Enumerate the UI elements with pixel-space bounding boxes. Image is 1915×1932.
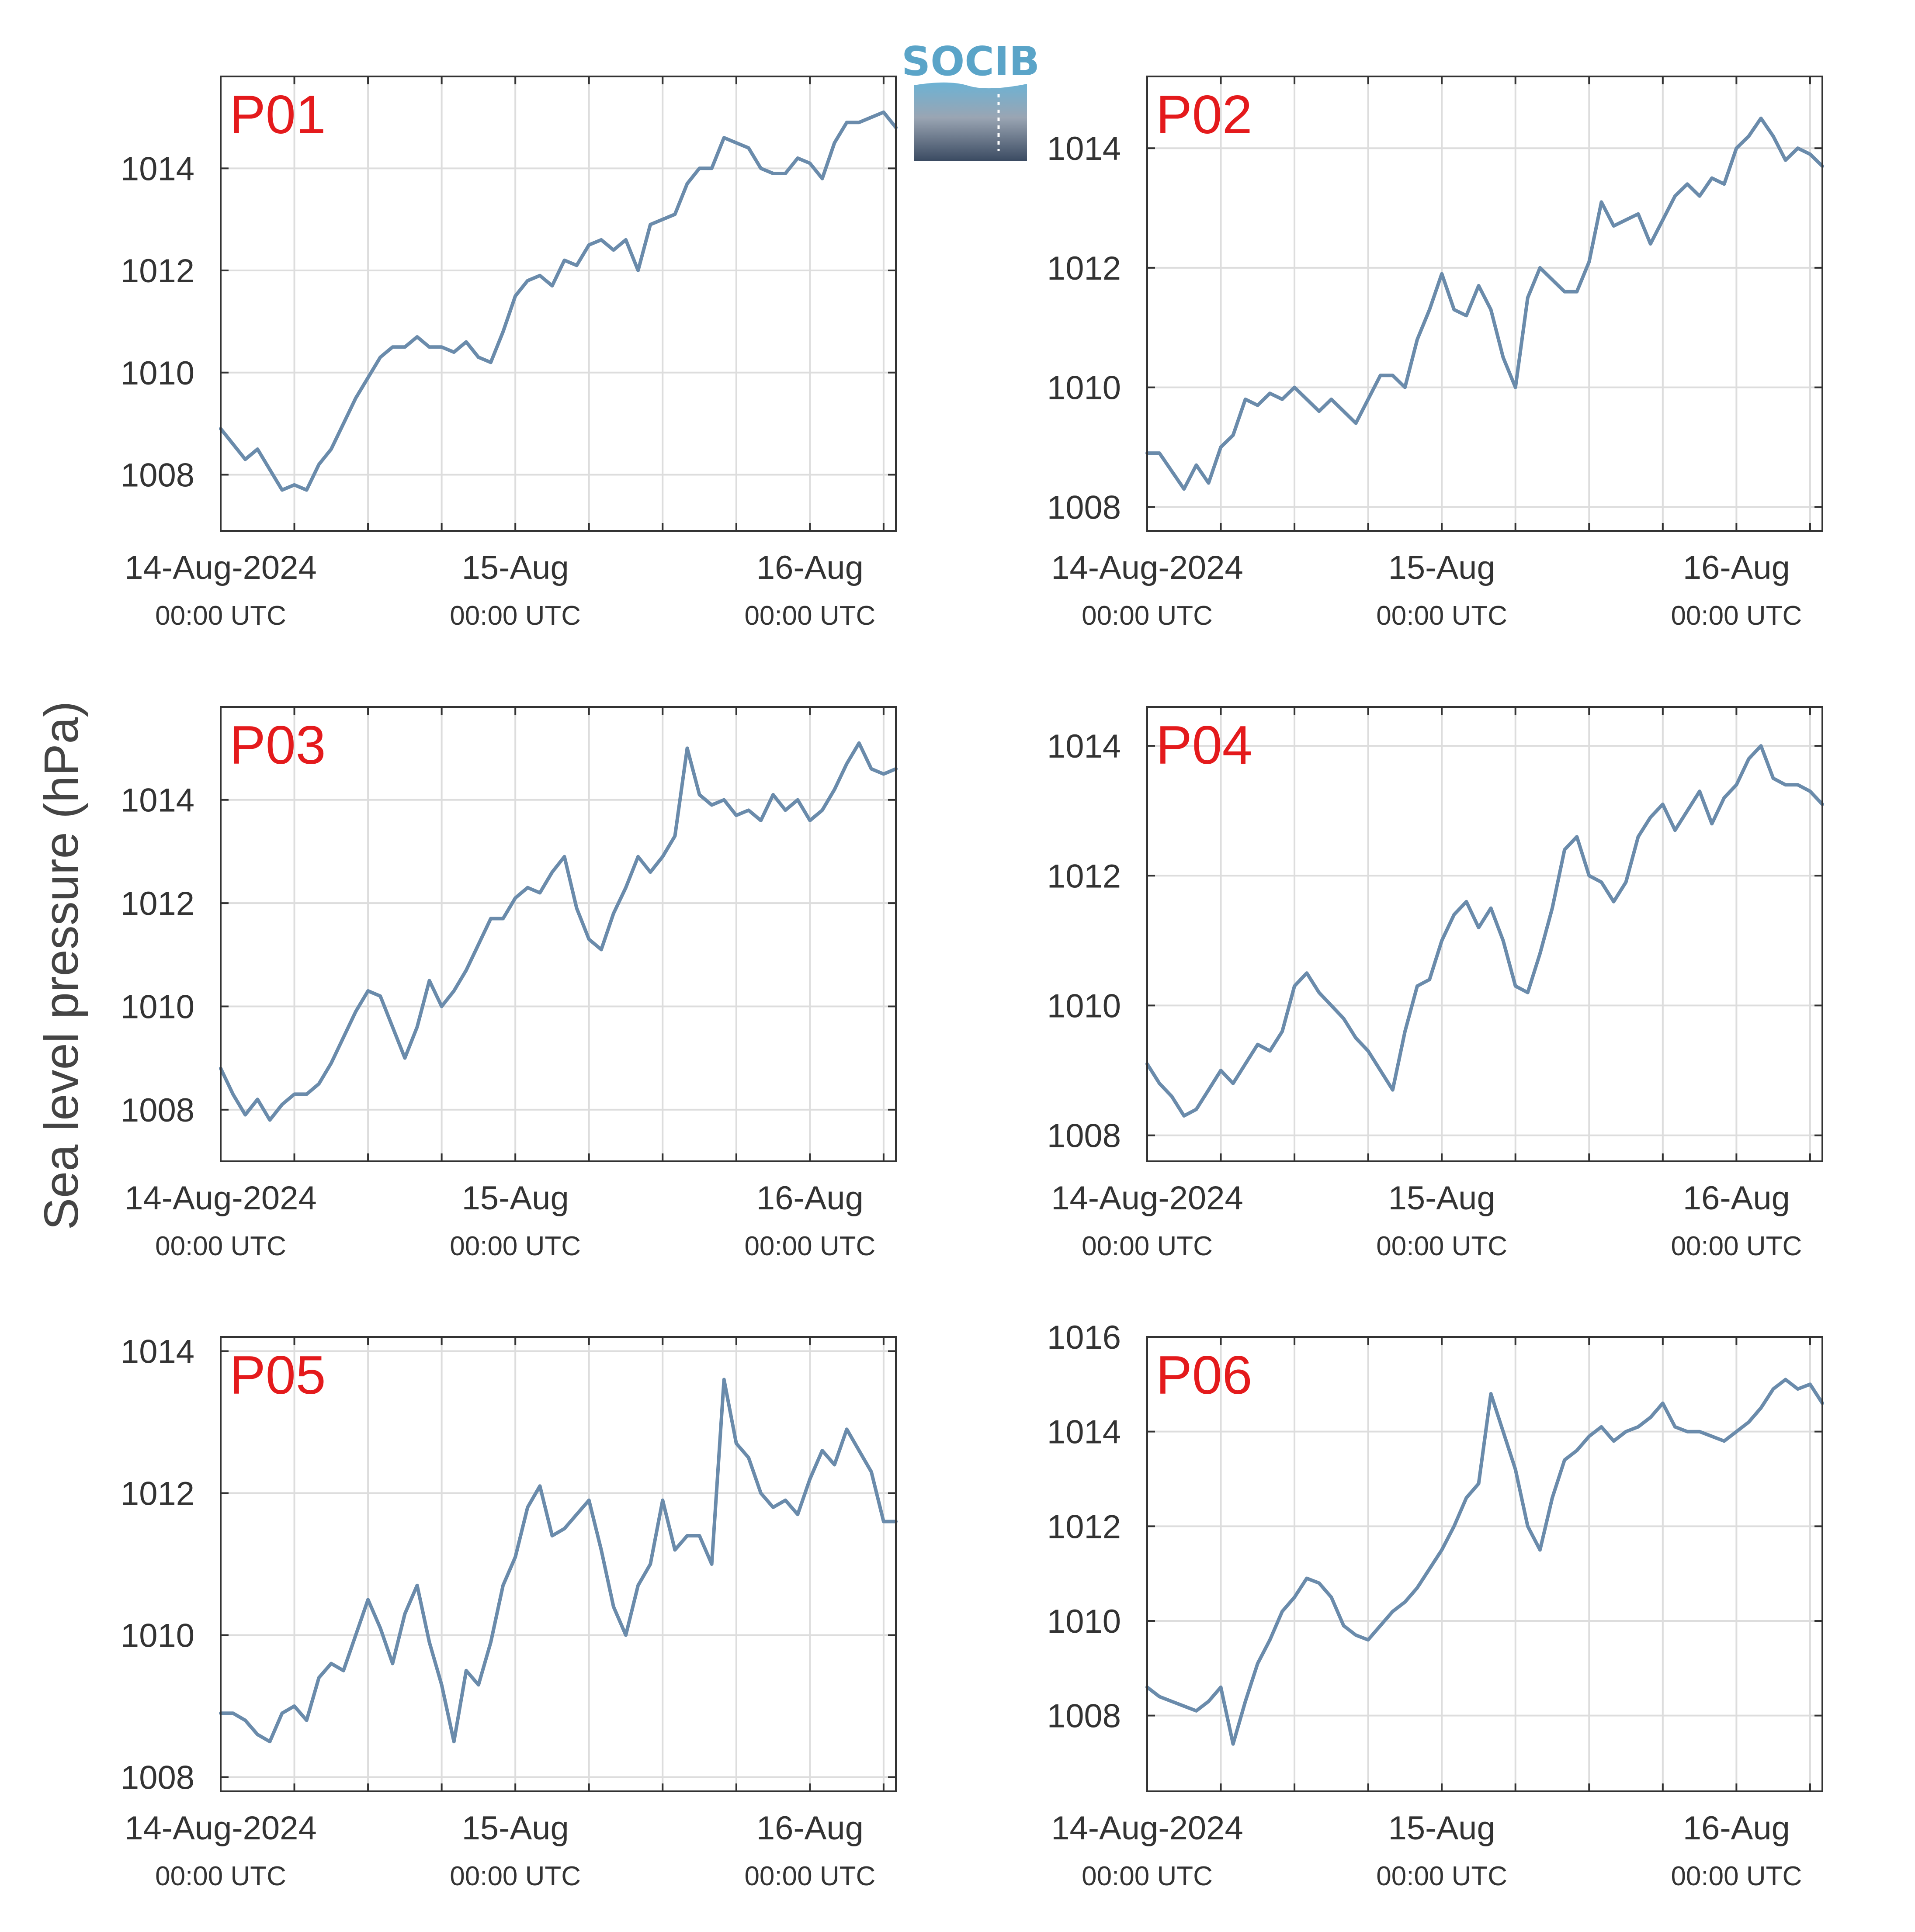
- x-tick-label-time: 00:00 UTC: [1082, 1231, 1213, 1261]
- x-tick-label-date: 16-Aug: [1683, 1810, 1790, 1847]
- axes-frame: [1146, 1336, 1823, 1792]
- x-tick-label-time: 00:00 UTC: [1376, 1231, 1507, 1261]
- series-line: [219, 110, 898, 492]
- x-tick-label-time: 00:00 UTC: [1376, 601, 1507, 631]
- x-tick-label-date: 14-Aug-2024: [1051, 1810, 1243, 1847]
- panel-label: P05: [229, 1345, 326, 1406]
- x-tick-label-date: 15-Aug: [1388, 1180, 1495, 1217]
- x-tick-label-date: 14-Aug-2024: [125, 1810, 316, 1847]
- y-tick-label: 1010: [121, 988, 194, 1025]
- x-tick-label-date: 15-Aug: [1388, 1810, 1495, 1847]
- series-line: [219, 1378, 898, 1744]
- y-tick-label: 1014: [121, 1333, 194, 1371]
- y-tick-label: 1014: [1047, 1414, 1121, 1451]
- axes-frame: [1146, 706, 1823, 1162]
- x-tick-label-time: 00:00 UTC: [1671, 601, 1802, 631]
- axes-frame: [1146, 76, 1823, 532]
- y-tick-label: 1008: [121, 1759, 194, 1797]
- y-tick-label: 1010: [1047, 1603, 1121, 1640]
- panel-p02: 1008 1010 1012 1014 P02 14-Aug-2024 00:00 UTC 1…: [1047, 76, 1824, 631]
- x-tick-label-date: 15-Aug: [462, 1180, 569, 1217]
- y-tick-label: 1008: [121, 457, 194, 494]
- x-tick-label-time: 00:00 UTC: [450, 1861, 581, 1891]
- x-tick-label-time: 00:00 UTC: [1671, 1231, 1802, 1261]
- x-tick-label-date: 16-Aug: [756, 1810, 864, 1847]
- x-tick-label-time: 00:00 UTC: [1082, 1861, 1213, 1891]
- axes-frame: [220, 706, 897, 1162]
- x-tick-label-time: 00:00 UTC: [155, 1231, 286, 1261]
- x-tick-label-date: 16-Aug: [756, 549, 864, 586]
- panel-label: P03: [229, 715, 326, 776]
- x-tick-label-time: 00:00 UTC: [450, 601, 581, 631]
- y-tick-label: 1012: [1047, 858, 1121, 895]
- x-tick-label-time: 00:00 UTC: [155, 1861, 286, 1891]
- axes-frame: [220, 1336, 897, 1792]
- panel-label: P04: [1156, 715, 1252, 776]
- logo-wave-block: [914, 82, 1027, 161]
- panel-p06: 1008 1010 1012 1014 1016 P06 14-Aug-2024 00:00 …: [1047, 1319, 1824, 1891]
- y-tick-label: 1010: [1047, 370, 1121, 407]
- socib-logo: SOCIB: [902, 38, 1040, 161]
- x-tick-label-date: 14-Aug-2024: [125, 1180, 316, 1217]
- axes-frame: [220, 76, 897, 532]
- panel-label: P02: [1156, 85, 1252, 145]
- y-tick-label: 1008: [1047, 1118, 1121, 1155]
- logo-text: SOCIB: [902, 38, 1040, 85]
- x-tick-label-date: 15-Aug: [462, 1810, 569, 1847]
- x-tick-label-time: 00:00 UTC: [450, 1231, 581, 1261]
- series-line: [1145, 1378, 1824, 1746]
- y-tick-label: 1016: [1047, 1319, 1121, 1356]
- series-line: [1145, 744, 1824, 1118]
- x-tick-label-time: 00:00 UTC: [1671, 1861, 1802, 1891]
- y-tick-label: 1012: [121, 1475, 194, 1513]
- panel-label: P01: [229, 85, 326, 145]
- y-tick-label: 1008: [1047, 1698, 1121, 1735]
- y-tick-label: 1008: [1047, 489, 1121, 526]
- x-tick-label-date: 15-Aug: [462, 549, 569, 586]
- x-tick-label-date: 14-Aug-2024: [1051, 1180, 1243, 1217]
- x-tick-label-time: 00:00 UTC: [155, 601, 286, 631]
- y-tick-label: 1012: [1047, 250, 1121, 287]
- y-tick-label: 1012: [121, 253, 194, 290]
- y-tick-label: 1014: [1047, 728, 1121, 765]
- y-tick-label: 1012: [1047, 1508, 1121, 1545]
- y-tick-label: 1010: [121, 355, 194, 392]
- panel-label: P06: [1156, 1345, 1252, 1406]
- x-tick-label-date: 15-Aug: [1388, 549, 1495, 586]
- y-tick-label: 1014: [121, 150, 194, 187]
- y-tick-label: 1010: [121, 1617, 194, 1655]
- x-tick-label-time: 00:00 UTC: [744, 1231, 875, 1261]
- y-axis-label: Sea level pressure (hPa): [35, 701, 88, 1230]
- x-tick-label-time: 00:00 UTC: [744, 601, 875, 631]
- panel-p05: 1008 1010 1012 1014 P05 14-Aug-2024 00:00 UTC 1…: [121, 1333, 898, 1891]
- x-tick-label-time: 00:00 UTC: [1082, 601, 1213, 631]
- panel-p04: 1008 1010 1012 1014 P04 14-Aug-2024 00:00 UTC 1…: [1047, 706, 1824, 1261]
- x-tick-label-date: 14-Aug-2024: [125, 549, 316, 586]
- series-line: [1145, 116, 1824, 491]
- x-tick-label-date: 16-Aug: [1683, 549, 1790, 586]
- y-tick-label: 1014: [121, 782, 194, 819]
- panel-p01: 1008 1010 1012 1014 P01 14-Aug-2024 00:00 UTC 1…: [121, 76, 898, 631]
- x-tick-label-date: 14-Aug-2024: [1051, 549, 1243, 586]
- series-line: [219, 741, 898, 1122]
- y-tick-label: 1008: [121, 1092, 194, 1129]
- x-tick-label-time: 00:00 UTC: [1376, 1861, 1507, 1891]
- y-tick-label: 1012: [121, 885, 194, 922]
- y-tick-label: 1014: [1047, 130, 1121, 167]
- x-tick-label-date: 16-Aug: [756, 1180, 864, 1217]
- panel-p03: 1008 1010 1012 1014 P03 14-Aug-2024 00:00 UTC 1…: [121, 706, 898, 1261]
- y-tick-label: 1010: [1047, 987, 1121, 1025]
- x-tick-label-time: 00:00 UTC: [744, 1861, 875, 1891]
- x-tick-label-date: 16-Aug: [1683, 1180, 1790, 1217]
